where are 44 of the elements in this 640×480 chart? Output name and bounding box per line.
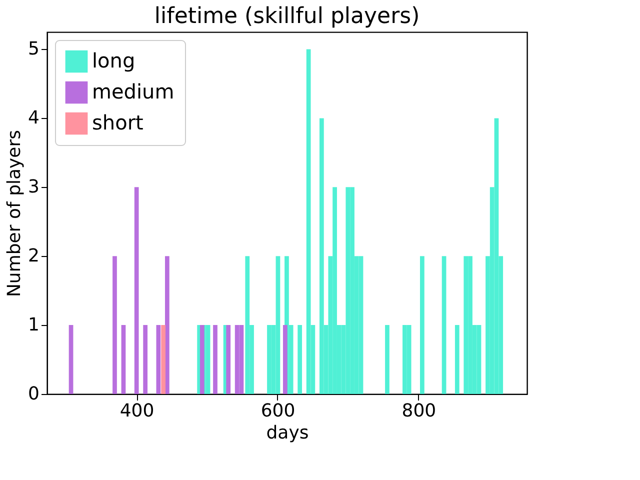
y-tick-label: 1 bbox=[28, 314, 40, 336]
bar bbox=[346, 187, 350, 394]
legend-label: medium bbox=[92, 80, 174, 104]
x-tick-label: 400 bbox=[120, 400, 154, 422]
bar bbox=[245, 256, 250, 394]
legend-label: long bbox=[92, 48, 136, 72]
bar bbox=[420, 256, 424, 394]
chart-title: lifetime (skillful players) bbox=[154, 4, 420, 29]
bar bbox=[121, 325, 126, 394]
bar bbox=[385, 325, 390, 394]
bar bbox=[156, 325, 161, 394]
bar bbox=[494, 118, 499, 394]
bar bbox=[464, 256, 468, 394]
bar bbox=[134, 187, 139, 394]
y-tick-label: 3 bbox=[28, 176, 40, 198]
bar bbox=[226, 325, 231, 394]
bar bbox=[442, 256, 446, 394]
bar bbox=[276, 256, 280, 394]
x-axis-title: days bbox=[266, 422, 309, 444]
bar bbox=[454, 325, 460, 394]
bar bbox=[161, 325, 166, 394]
bar bbox=[143, 325, 148, 394]
x-tick-label: 600 bbox=[260, 400, 296, 422]
bar bbox=[282, 325, 288, 394]
bar bbox=[239, 325, 244, 394]
bar bbox=[112, 256, 117, 394]
legend-label: short bbox=[92, 110, 144, 134]
bar bbox=[164, 256, 170, 394]
y-tick-label: 0 bbox=[28, 384, 40, 404]
bar bbox=[476, 325, 482, 394]
bar bbox=[306, 49, 311, 394]
y-tick-label: 4 bbox=[28, 108, 40, 129]
y-tick-label: 5 bbox=[28, 38, 40, 60]
bar bbox=[234, 325, 240, 394]
bar bbox=[406, 325, 412, 394]
bar bbox=[68, 325, 74, 394]
y-axis-title: Number of players bbox=[4, 130, 26, 298]
bar bbox=[358, 256, 364, 394]
bar bbox=[213, 325, 218, 394]
x-tick-label: 800 bbox=[402, 400, 436, 422]
bar bbox=[319, 118, 324, 394]
bar bbox=[298, 325, 302, 394]
y-tick-label: 2 bbox=[28, 246, 40, 267]
bar bbox=[206, 325, 210, 394]
